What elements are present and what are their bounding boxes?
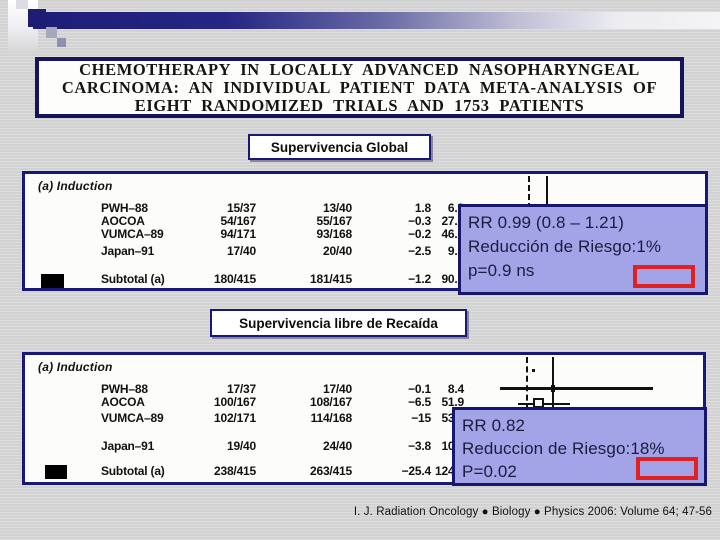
events-arm1: 94/171 (220, 227, 256, 241)
study-name: Japan–91 (101, 244, 155, 258)
callout-line: Reducción de Riesgo:1% (468, 237, 662, 256)
highlight-rectangle (633, 265, 695, 288)
subtotal-marker-square (41, 274, 64, 288)
callout-line: RR 0.82 (462, 416, 526, 435)
section-label-text: Supervivencia libre de Recaída (239, 315, 438, 331)
o-minus-e: −1.2 (408, 272, 431, 286)
table-row: Japan–91 17/40 20/40 −2.5 9.2 (25, 245, 464, 258)
study-name: Subtotal (a) (101, 272, 165, 286)
study-name: Japan–91 (101, 439, 155, 453)
events-arm1: 19/40 (226, 439, 256, 453)
events-arm2: 24/40 (322, 439, 352, 453)
forest-axis-line (552, 357, 554, 410)
events-arm1: 100/167 (214, 395, 256, 409)
callout-line: Reduccion de Riesgo:18% (462, 439, 665, 458)
o-minus-e: −2.5 (408, 244, 431, 258)
decor-square-medium (46, 27, 57, 38)
decor-square-light (16, 0, 28, 9)
variance: 51.9 (441, 395, 464, 409)
study-name: AOCOA (101, 214, 145, 228)
forest-null-dashed-line (528, 176, 530, 209)
o-minus-e: −6.5 (408, 395, 431, 409)
events-arm1: 180/415 (214, 272, 256, 286)
events-arm2: 13/40 (322, 201, 352, 215)
events-arm2: 114/168 (310, 411, 353, 425)
paper-title-line: CARCINOMA: AN INDIVIDUAL PATIENT DATA ME… (61, 77, 658, 97)
subtotal-marker-square (45, 465, 67, 479)
journal-citation: I. J. Radiation Oncology ● Biology ● Phy… (353, 506, 712, 518)
table-row: PWH–88 17/37 17/40 −0.1 8.4 (25, 383, 464, 396)
callout-line: p=0.9 ns (468, 261, 535, 280)
events-arm2: 20/40 (322, 244, 352, 258)
study-name: PWH–88 (101, 201, 148, 215)
paper-title-box: CHEMOTHERAPY IN LOCALLY ADVANCED NASOPHA… (35, 57, 684, 118)
callout-line: RR 0.99 (0.8 – 1.21) (468, 213, 625, 232)
decor-header-bar (33, 12, 720, 29)
events-arm2: 93/168 (316, 227, 352, 241)
confidence-interval-line (500, 387, 653, 390)
table-row: PWH–88 15/37 13/40 1.8 6.9 (25, 202, 464, 215)
study-name: VUMCA–89 (101, 411, 164, 425)
events-arm1: 54/167 (220, 214, 256, 228)
events-arm1: 17/40 (226, 244, 256, 258)
o-minus-e: −25.4 (401, 464, 432, 478)
events-arm2: 263/415 (310, 464, 352, 478)
highlight-rectangle (636, 457, 698, 480)
o-minus-e: −15 (411, 411, 431, 425)
section-label-text: Supervivencia Global (270, 139, 409, 155)
paper-title-line: CHEMOTHERAPY IN LOCALLY ADVANCED NASOPHA… (79, 59, 640, 79)
events-arm2: 108/167 (310, 395, 352, 409)
events-arm2: 55/167 (316, 214, 352, 228)
subgroup-header: (a) Induction (38, 360, 113, 374)
decor-square-small (57, 38, 66, 47)
section-label-overall-survival: Supervivencia Global (248, 134, 431, 160)
point-marker (532, 369, 535, 372)
section-label-relapse-free-survival: Supervivencia libre de Recaída (210, 309, 467, 337)
o-minus-e: 1.8 (414, 201, 431, 215)
table-row: VUMCA–89 94/171 93/168 −0.2 46.7 (25, 228, 464, 241)
study-name: AOCOA (101, 395, 145, 409)
events-arm1: 102/171 (214, 411, 256, 425)
table-row: Japan–91 19/40 24/40 −3.8 10.7 (25, 440, 464, 453)
study-name: VUMCA–89 (101, 227, 164, 241)
o-minus-e: −3.8 (408, 439, 431, 453)
o-minus-e: −0.2 (408, 227, 431, 241)
events-arm2: 181/415 (310, 272, 352, 286)
events-arm2: 17/40 (322, 382, 352, 396)
events-arm1: 15/37 (226, 201, 256, 215)
table-row: AOCOA 100/167 108/167 −6.5 51.9 (25, 396, 464, 409)
confidence-interval-line (518, 403, 570, 405)
study-name: Subtotal (a) (101, 464, 165, 478)
events-arm1: 17/37 (226, 382, 256, 396)
table-row-subtotal: Subtotal (a) 238/415 263/415 −25.4 124.4 (25, 465, 464, 478)
o-minus-e: −0.1 (408, 382, 431, 396)
callout-line: P=0.02 (462, 462, 517, 481)
forest-axis-line (546, 176, 548, 209)
table-row: VUMCA–89 102/171 114/168 −15 53.4 (25, 412, 464, 425)
table-row-subtotal: Subtotal (a) 180/415 181/415 −1.2 90.1 (25, 273, 464, 286)
subgroup-header: (a) Induction (38, 179, 113, 193)
variance: 8.4 (447, 382, 464, 396)
decor-square-navy (28, 9, 46, 27)
result-callout-overall-survival: RR 0.99 (0.8 – 1.21) Reducción de Riesgo… (458, 204, 708, 295)
events-arm1: 238/415 (214, 464, 256, 478)
study-name: PWH–88 (101, 382, 148, 396)
forest-null-dashed-line (526, 357, 528, 410)
paper-title-line: EIGHT RANDOMIZED TRIALS AND 1753 PATIENT… (134, 95, 585, 115)
result-callout-relapse-free: RR 0.82 Reduccion de Riesgo:18% P=0.02 (452, 407, 707, 486)
point-marker (551, 385, 555, 392)
o-minus-e: −0.3 (408, 214, 431, 228)
